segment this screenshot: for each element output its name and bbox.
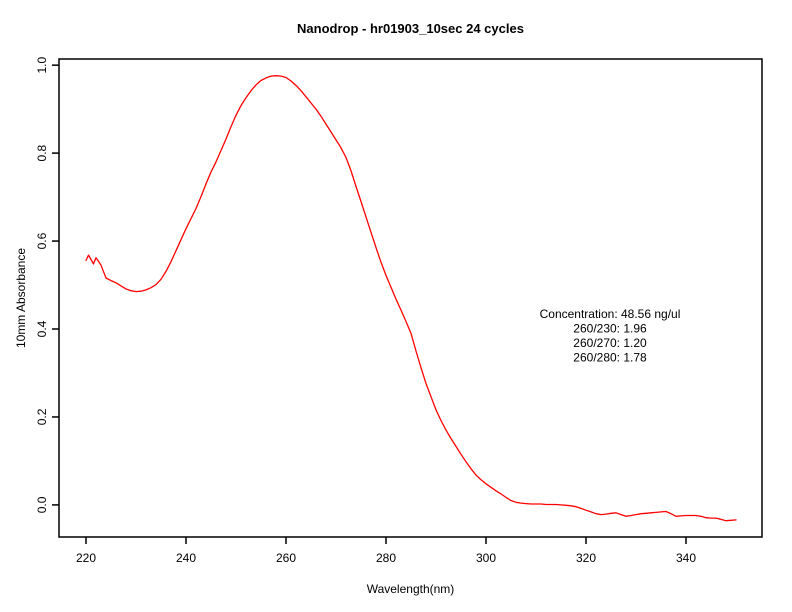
annotation-line: Concentration: 48.56 ng/ul	[540, 307, 681, 321]
plot-border	[58, 58, 763, 538]
x-tick-label: 300	[476, 551, 496, 565]
y-tick-label: 1.0	[35, 56, 49, 73]
y-tick-label: 0.6	[35, 232, 49, 249]
y-tick-label: 0.8	[35, 144, 49, 161]
x-axis: 220 240 260 280 300 320 340	[76, 537, 696, 565]
x-tick-label: 320	[576, 551, 596, 565]
y-axis-label: 10mm Absorbance	[14, 248, 28, 348]
x-tick-label: 340	[676, 551, 696, 565]
annotation-line: 260/280: 1.78	[573, 351, 647, 365]
x-tick-label: 260	[276, 551, 296, 565]
x-tick-label: 220	[76, 551, 96, 565]
spectrum-line	[85, 75, 737, 522]
annotation-line: 260/230: 1.96	[573, 322, 647, 336]
x-tick-label: 280	[376, 551, 396, 565]
chart-title: Nanodrop - hr01903_10sec 24 cycles	[297, 21, 524, 36]
x-tick-label: 240	[176, 551, 196, 565]
y-axis: 0.0 0.2 0.4 0.6 0.8 1.0	[35, 56, 59, 513]
y-tick-label: 0.0	[35, 496, 49, 513]
annotation-line: 260/270: 1.20	[573, 336, 647, 350]
x-axis-label: Wavelength(nm)	[367, 582, 455, 596]
y-tick-label: 0.2	[35, 408, 49, 425]
y-tick-label: 0.4	[35, 320, 49, 337]
